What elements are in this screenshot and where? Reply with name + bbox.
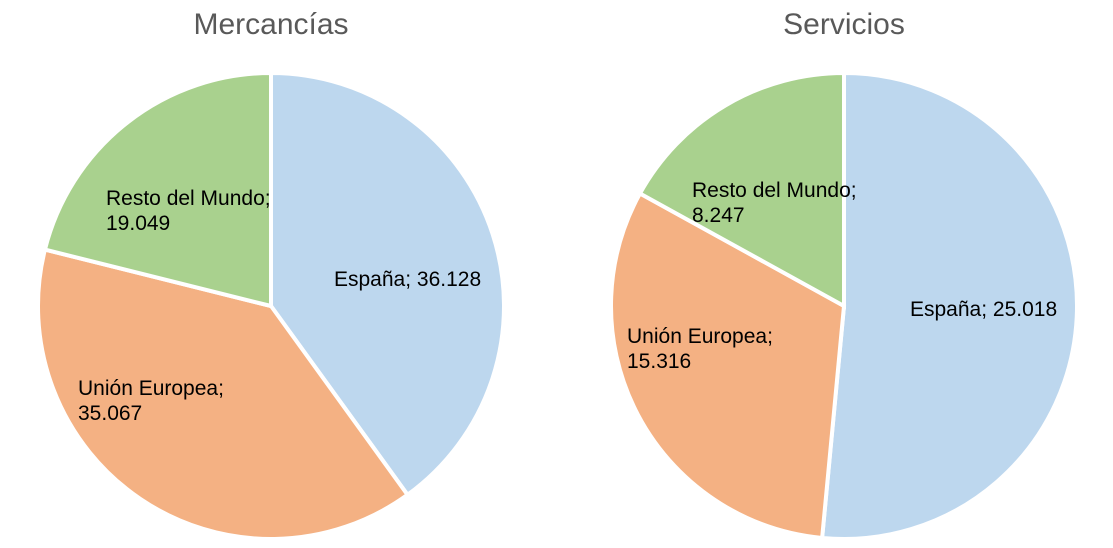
data-label-mercancias-ue: Unión Europea; 35.067 (78, 377, 224, 425)
data-label-mercancias-espana: España; 36.128 (334, 268, 482, 291)
data-label-servicios-resto: Resto del Mundo; 8.247 (692, 179, 857, 227)
data-label-servicios-espana: España; 25.018 (910, 298, 1058, 321)
pie-slice-1-españa (819, 70, 1079, 541)
pie-slice-0-españa (269, 70, 506, 498)
pie-slice-0-unión-europea (36, 247, 411, 541)
chart-title-servicios: Servicios (783, 8, 905, 41)
data-label-mercancias-resto: Resto del Mundo; 19.049 (106, 187, 271, 235)
chart-title-mercancias: Mercancías (193, 8, 349, 41)
pie-slice-1-resto-del-mundo (637, 70, 846, 310)
pie-slice-0-resto-del-mundo (42, 70, 273, 309)
pie-slice-1-unión-europea (609, 190, 847, 541)
data-label-servicios-ue: Unión Europea; 15.316 (627, 325, 773, 373)
